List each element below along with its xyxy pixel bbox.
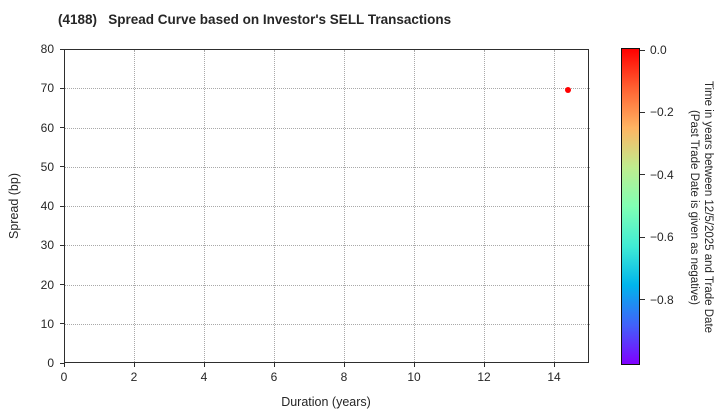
colorbar-tick-label: −0.2 bbox=[650, 105, 674, 120]
colorbar-title: Time in years between 12/5/2025 and Trad… bbox=[687, 81, 715, 333]
chart-title: (4188) Spread Curve based on Investor's … bbox=[58, 12, 452, 27]
x-tick-mark bbox=[483, 363, 485, 367]
gridline bbox=[134, 50, 135, 364]
y-tick-mark bbox=[60, 244, 64, 246]
gridline bbox=[65, 88, 590, 90]
x-tick-label: 12 bbox=[477, 370, 491, 384]
gridline bbox=[484, 50, 485, 364]
gridline bbox=[204, 50, 205, 364]
y-tick-label: 20 bbox=[40, 277, 54, 292]
colorbar-tick-mark bbox=[640, 49, 645, 51]
x-tick-mark bbox=[553, 363, 555, 367]
gridline bbox=[414, 50, 415, 364]
y-tick-mark bbox=[60, 127, 64, 128]
x-tick-label: 0 bbox=[60, 370, 68, 384]
x-tick-mark bbox=[413, 363, 415, 367]
colorbar-tick-mark bbox=[640, 111, 645, 113]
gridline bbox=[554, 50, 555, 364]
colorbar-tick-label: −0.6 bbox=[650, 230, 674, 245]
y-tick-mark bbox=[60, 205, 64, 207]
colorbar-tick-label: −0.4 bbox=[650, 167, 674, 182]
gridline bbox=[65, 127, 590, 129]
x-tick-label: 6 bbox=[270, 370, 278, 384]
colorbar-tick-mark bbox=[640, 236, 645, 238]
colorbar-title-line-1: Time in years between 12/5/2025 and Trad… bbox=[702, 80, 714, 334]
y-tick-label: 50 bbox=[40, 159, 54, 174]
x-tick-label: 8 bbox=[340, 370, 348, 384]
gridline bbox=[274, 50, 275, 364]
y-tick-mark bbox=[60, 87, 64, 89]
x-tick-label: 2 bbox=[130, 370, 138, 384]
x-tick-mark bbox=[63, 363, 65, 367]
x-tick-label: 14 bbox=[547, 370, 561, 384]
gridline bbox=[65, 284, 590, 286]
y-tick-mark bbox=[60, 323, 64, 325]
x-tick-mark bbox=[343, 363, 345, 367]
y-tick-label: 70 bbox=[40, 81, 54, 96]
y-tick-label: 80 bbox=[40, 42, 54, 56]
colorbar-tick-label: 0.0 bbox=[650, 43, 667, 57]
x-axis-label: Duration (years) bbox=[281, 395, 371, 409]
colorbar-tick-mark bbox=[640, 174, 645, 176]
y-tick-label: 30 bbox=[40, 238, 54, 253]
y-tick-label: 10 bbox=[40, 316, 54, 331]
data-point bbox=[565, 87, 571, 94]
x-tick-mark bbox=[133, 363, 135, 367]
gridline bbox=[65, 166, 590, 168]
y-tick-mark bbox=[60, 284, 64, 285]
gridline bbox=[65, 323, 590, 325]
x-tick-label: 4 bbox=[200, 370, 208, 384]
y-tick-label: 60 bbox=[40, 120, 54, 135]
y-tick-mark bbox=[60, 48, 64, 50]
colorbar-gradient bbox=[621, 48, 640, 365]
colorbar-title-line-2: (Past Trade Date is given as negative) bbox=[688, 109, 700, 305]
x-tick-mark bbox=[203, 363, 205, 367]
y-tick-label: 40 bbox=[40, 199, 54, 213]
y-tick-mark bbox=[60, 362, 64, 364]
x-tick-label: 10 bbox=[407, 370, 421, 384]
colorbar-tick-label: −0.8 bbox=[650, 292, 674, 307]
gridline bbox=[65, 206, 590, 207]
y-tick-label: 0 bbox=[47, 356, 54, 370]
y-tick-mark bbox=[60, 166, 64, 168]
x-tick-mark bbox=[273, 363, 275, 367]
gridline bbox=[344, 50, 345, 364]
gridline bbox=[65, 245, 590, 247]
colorbar-tick-mark bbox=[640, 299, 645, 301]
plot-area bbox=[64, 49, 590, 364]
